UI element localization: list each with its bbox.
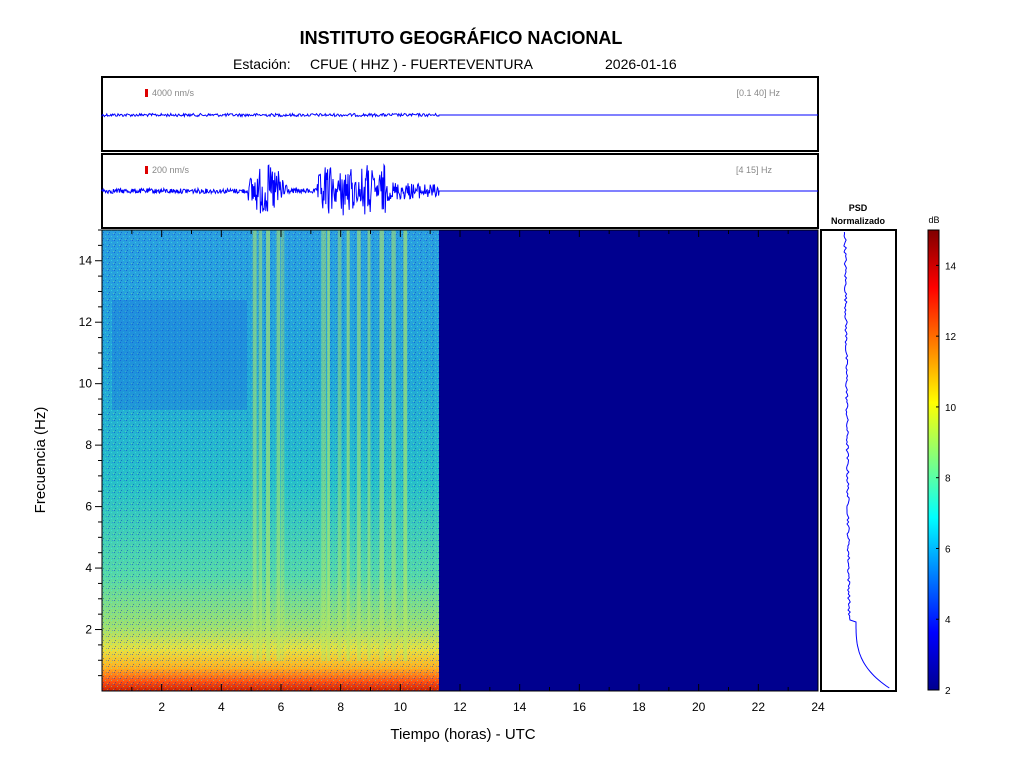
seismogram-broadband-frame <box>101 76 819 152</box>
y-tick-label: 14 <box>79 254 93 268</box>
x-axis-label: Tiempo (horas) - UTC <box>390 726 535 743</box>
x-tick-label: 24 <box>811 700 825 714</box>
event-stripe <box>403 230 408 661</box>
event-stripe <box>391 230 396 661</box>
scale-bar-icon <box>145 89 148 97</box>
seismogram-filtered-panel: 200 nm/s [4 15] Hz <box>101 153 819 229</box>
y-tick-label: 10 <box>79 377 93 391</box>
x-tick-label: 8 <box>337 700 344 714</box>
colorbar-tick-label: 8 <box>945 474 951 485</box>
filtered-trace <box>101 163 818 216</box>
y-tick-label: 4 <box>85 561 92 575</box>
x-tick-label: 6 <box>278 700 285 714</box>
event-stripe <box>357 230 361 661</box>
spectrogram-noise <box>102 230 439 691</box>
event-stripe <box>367 230 371 661</box>
colorbar-ticks: 2 4 6 8 10 12 14 <box>936 261 957 697</box>
event-stripe <box>379 230 384 661</box>
colorbar-tick-label: 4 <box>945 615 951 626</box>
psd-panel: PSD Normalizado <box>820 203 897 692</box>
y-tick-label: 12 <box>79 315 93 329</box>
event-stripe <box>258 230 263 661</box>
spectrogram-event-stripes <box>252 230 408 661</box>
event-stripe <box>252 230 257 661</box>
colorbar-tick-label: 14 <box>945 261 957 272</box>
broadband-scale-label: 4000 nm/s <box>152 88 195 98</box>
event-stripe <box>276 230 281 661</box>
y-tick-label: 8 <box>85 438 92 452</box>
x-tick-label: 22 <box>752 700 766 714</box>
x-axis: 2 4 6 8 10 12 14 16 18 20 22 24 <box>131 230 825 714</box>
broadband-band-label: [0.1 40] Hz <box>736 88 780 98</box>
colorbar: dB 2 4 6 8 10 12 14 <box>927 215 957 697</box>
y-axis: 2 4 6 8 10 12 14 <box>79 229 102 677</box>
spectrogram-no-data <box>439 230 818 691</box>
x-tick-label: 20 <box>692 700 706 714</box>
page-title: INSTITUTO GEOGRÁFICO NACIONAL <box>299 28 623 48</box>
scale-bar-icon <box>145 166 148 174</box>
psd-frame <box>820 229 897 692</box>
psd-subtitle: Normalizado <box>831 216 886 226</box>
x-tick-label: 12 <box>453 700 467 714</box>
date-label: 2026-01-16 <box>605 56 677 72</box>
x-tick-label: 10 <box>394 700 408 714</box>
psd-title: PSD <box>849 203 868 213</box>
event-stripe <box>346 230 350 661</box>
colorbar-label: dB <box>928 215 939 225</box>
y-axis-label: Frecuencia (Hz) <box>32 407 49 514</box>
broadband-trace <box>101 112 818 118</box>
filtered-band-label: [4 15] Hz <box>736 165 773 175</box>
x-tick-label: 16 <box>573 700 587 714</box>
colorbar-tick-label: 10 <box>945 403 957 414</box>
x-tick-label: 2 <box>158 700 165 714</box>
event-stripe <box>337 230 342 661</box>
colorbar-tick-label: 12 <box>945 332 957 343</box>
psd-curve <box>843 231 890 689</box>
filtered-scale-label: 200 nm/s <box>152 165 190 175</box>
event-stripe <box>321 230 327 661</box>
event-stripe <box>266 230 271 661</box>
x-tick-label: 14 <box>513 700 527 714</box>
spectrogram-low-energy-patch <box>112 300 247 410</box>
colorbar-tick-label: 6 <box>945 544 951 555</box>
x-tick-label: 18 <box>632 700 646 714</box>
colorbar-scale <box>927 229 940 691</box>
colorbar-tick-label: 2 <box>945 686 951 697</box>
x-tick-label: 4 <box>218 700 225 714</box>
station-label: Estación: <box>233 56 291 72</box>
y-tick-label: 2 <box>85 623 92 637</box>
y-tick-label: 6 <box>85 500 92 514</box>
event-stripe <box>281 230 285 661</box>
station-name: CFUE ( HHZ ) - FUERTEVENTURA <box>310 56 533 72</box>
seismogram-broadband-panel: 4000 nm/s [0.1 40] Hz <box>101 76 819 152</box>
event-stripe <box>327 230 330 661</box>
